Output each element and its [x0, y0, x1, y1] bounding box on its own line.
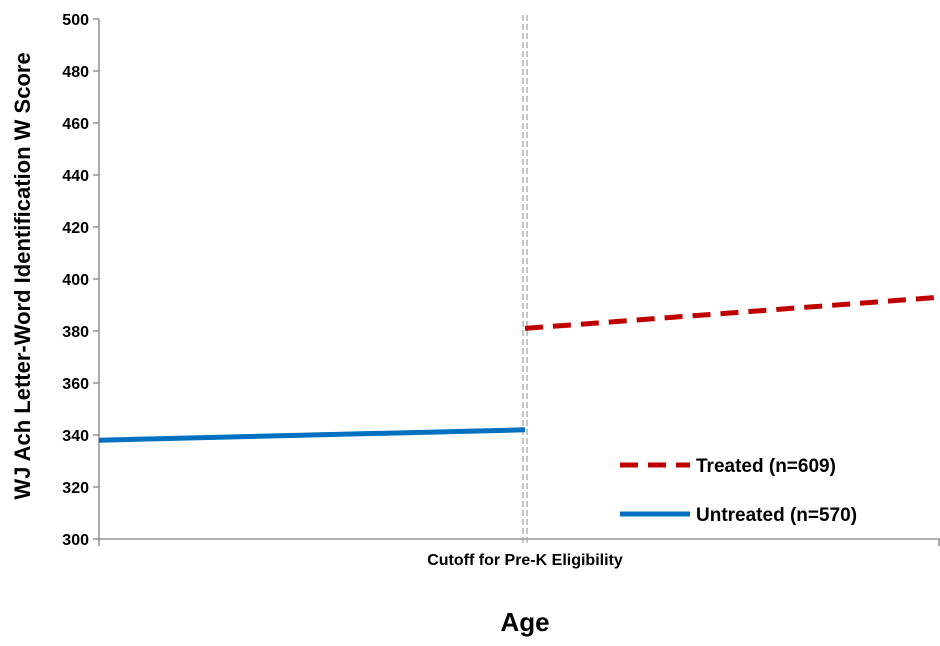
- y-tick-label: 480: [62, 64, 89, 81]
- x-axis-title: Age: [500, 607, 549, 637]
- y-axis-title-group: WJ Ach Letter-Word Identification W Scor…: [10, 52, 35, 499]
- y-axis-title: WJ Ach Letter-Word Identification W Scor…: [10, 52, 35, 499]
- legend-label: Treated (n=609): [696, 456, 836, 477]
- cutoff-tick-label: Cutoff for Pre-K Eligibility: [427, 552, 623, 569]
- y-tick-label: 400: [62, 272, 89, 289]
- y-tick-label: 360: [62, 376, 89, 393]
- y-tick-label: 300: [62, 532, 89, 549]
- y-tick-label: 380: [62, 324, 89, 341]
- series-line: [524, 294, 940, 331]
- series-line: [98, 427, 526, 443]
- y-tick-label: 320: [62, 480, 89, 497]
- y-tick-label: 500: [62, 12, 89, 29]
- legend-label: Untreated (n=570): [696, 505, 857, 526]
- y-tick-label: 460: [62, 116, 89, 133]
- y-tick-label: 420: [62, 220, 89, 237]
- legend: Treated (n=609) Untreated (n=570): [620, 456, 857, 526]
- y-tick-label: 340: [62, 428, 89, 445]
- plot-area: 300 320 340 360 380 400 420 440 460 480 500 Cutoff …: [62, 12, 940, 569]
- y-tick-label: 440: [62, 168, 89, 185]
